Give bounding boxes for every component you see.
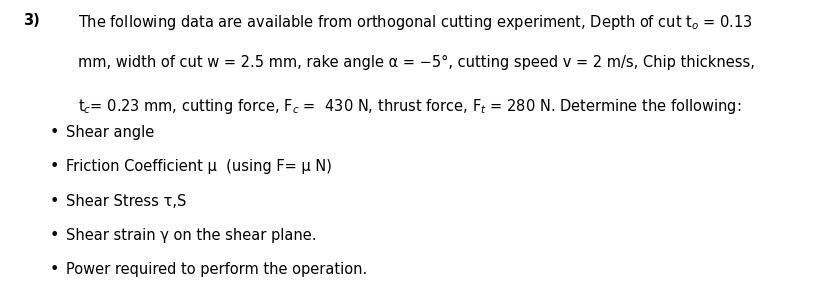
- Text: mm, width of cut w = 2.5 mm, rake angle α = −5°, cutting speed v = 2 m/s, Chip t: mm, width of cut w = 2.5 mm, rake angle …: [78, 55, 754, 70]
- Text: •: •: [49, 159, 58, 175]
- Text: •: •: [49, 125, 58, 140]
- Text: Shear strain γ on the shear plane.: Shear strain γ on the shear plane.: [66, 228, 316, 243]
- Text: The following data are available from orthogonal cutting experiment, Depth of cu: The following data are available from or…: [78, 13, 753, 32]
- Text: Power required to perform the operation.: Power required to perform the operation.: [66, 262, 367, 278]
- Text: •: •: [49, 262, 58, 278]
- Text: Friction Coefficient μ  (using F= μ N): Friction Coefficient μ (using F= μ N): [66, 159, 332, 175]
- Text: 3): 3): [23, 13, 39, 28]
- Text: Shear angle: Shear angle: [66, 125, 154, 140]
- Text: t$_c$= 0.23 mm, cutting force, F$_c$ =  430 N, thrust force, F$_t$ = 280 N. Dete: t$_c$= 0.23 mm, cutting force, F$_c$ = 4…: [78, 97, 741, 116]
- Text: •: •: [49, 194, 58, 209]
- Text: •: •: [49, 228, 58, 243]
- Text: Shear Stress τ,S: Shear Stress τ,S: [66, 194, 186, 209]
